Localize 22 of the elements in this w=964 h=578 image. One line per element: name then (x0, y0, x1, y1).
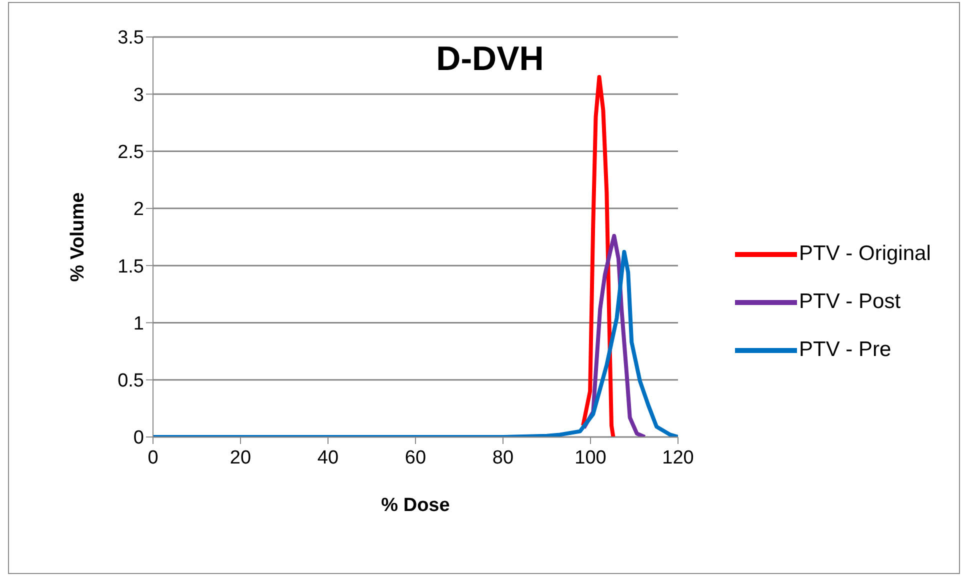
x-tick-label: 60 (404, 447, 426, 468)
x-tick-label: 20 (230, 447, 252, 468)
x-tick-label: 100 (574, 447, 606, 468)
legend-label: PTV - Original (799, 242, 931, 266)
y-tick-label: 0.5 (118, 370, 144, 392)
y-tick-label: 0 (133, 428, 144, 449)
chart-title: D-DVH (435, 40, 545, 79)
x-tick-label: 40 (317, 447, 339, 468)
y-tick-label: 2 (133, 199, 144, 220)
x-tick-label: 80 (492, 447, 514, 468)
line-series (581, 75, 616, 437)
y-axis-title: % Volume (68, 192, 89, 282)
y-tick-label: 2.5 (118, 142, 144, 164)
y-tick-label: 3 (133, 84, 144, 106)
legend-label: PTV - Post (799, 290, 901, 314)
x-tick-label: 0 (148, 447, 158, 468)
y-tick-label: 1.5 (118, 256, 144, 278)
legend-label: PTV - Pre (799, 338, 892, 362)
x-tick-label: 120 (662, 447, 694, 468)
y-tick-label: 1 (133, 313, 144, 334)
y-tick-label: 3.5 (118, 28, 144, 49)
x-axis-title: % Dose (381, 495, 450, 516)
